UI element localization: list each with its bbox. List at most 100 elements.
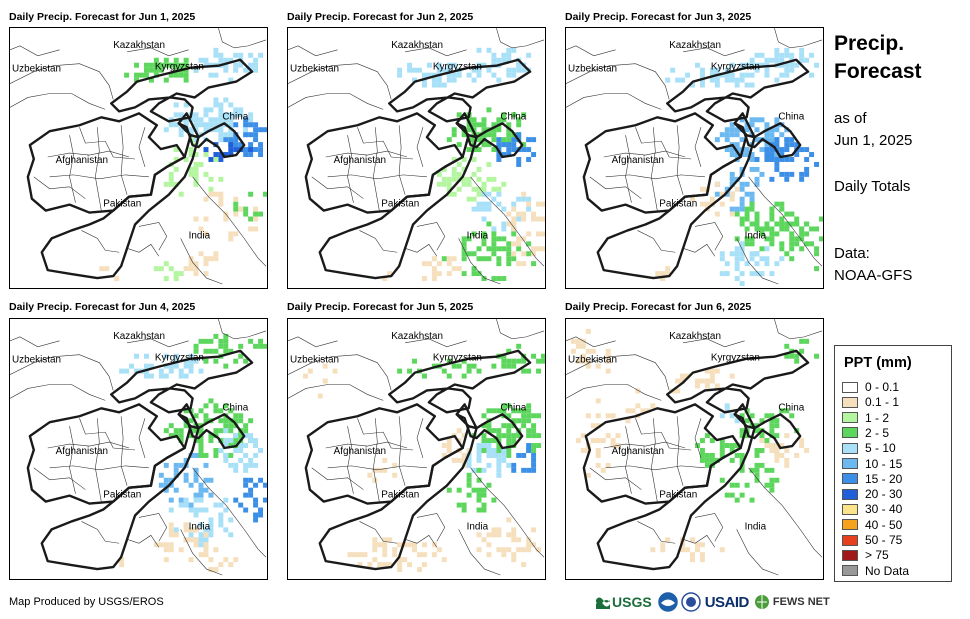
admin-boundary [127, 338, 189, 348]
legend-label: 50 - 75 [865, 533, 903, 547]
legend-label: 0 - 0.1 [865, 380, 900, 394]
admin-boundary [635, 418, 692, 451]
admin-boundary [416, 222, 446, 251]
panel-title-1: Daily Precip. Forecast for Jun 1, 2025 [9, 11, 196, 23]
country-outline [318, 403, 478, 571]
admin-boundary [566, 45, 616, 57]
map-panel-6: Kazakhstan Uzbekistan Kyrgyzstan China Afgha… [565, 318, 824, 580]
admin-boundary [357, 418, 414, 451]
label-uzbekistan: Uzbekistan [290, 64, 339, 75]
admin-boundary [676, 125, 684, 195]
precip-cells [119, 333, 267, 573]
admin-boundary [325, 441, 408, 449]
admin-boundary [218, 319, 267, 340]
legend-title: PPT (mm) [844, 355, 912, 371]
legend-row: 1 - 2 [842, 411, 889, 425]
admin-boundary [81, 521, 120, 544]
admin-boundary [651, 418, 658, 502]
label-kazakhstan: Kazakhstan [113, 331, 165, 342]
legend-row: 0 - 0.1 [842, 380, 899, 394]
precip-map: Kazakhstan Uzbekistan Kyrgyzstan China Afgha… [10, 28, 267, 285]
legend-label: 5 - 10 [865, 441, 896, 456]
label-afghanistan: Afghanistan [334, 155, 386, 166]
map-panel-1: Kazakhstan Uzbekistan Kyrgyzstan China Afgha… [9, 27, 268, 289]
admin-boundary [566, 336, 616, 348]
label-pakistan: Pakistan [103, 199, 141, 210]
admin-boundary [126, 243, 160, 257]
legend-swatch [842, 458, 858, 469]
country-outline [318, 112, 478, 280]
legend-row: 2 - 5 [842, 426, 889, 440]
label-kazakhstan: Kazakhstan [669, 40, 721, 51]
label-kyrgyzstan: Kyrgyzstan [433, 62, 482, 73]
legend-swatch [842, 412, 858, 424]
admin-boundary [682, 534, 716, 548]
admin-boundary [359, 521, 398, 544]
legend-label: 1 - 2 [865, 410, 890, 425]
admin-boundary [288, 336, 338, 348]
admin-boundary [95, 127, 102, 211]
admin-boundary [589, 176, 642, 199]
admin-boundary [404, 534, 438, 548]
label-china: China [500, 111, 526, 122]
admin-boundary [458, 238, 501, 285]
label-pakistan: Pakistan [659, 490, 697, 501]
legend-row: 15 - 20 [842, 472, 902, 486]
legend-swatch [842, 549, 858, 561]
admin-boundary [327, 465, 427, 471]
label-uzbekistan: Uzbekistan [568, 355, 617, 366]
legend-swatch [842, 381, 858, 393]
label-china: China [222, 402, 248, 413]
admin-boundary [589, 467, 642, 490]
country-outline [455, 122, 524, 159]
admin-boundary [635, 127, 692, 160]
forecast-title: Precip. Forecast [834, 32, 922, 83]
legend-row: 10 - 15 [842, 457, 902, 471]
admin-boundary [566, 354, 670, 391]
as-of-text: as of Jun 1, 2025 [834, 110, 913, 149]
legend-swatch [842, 396, 858, 408]
label-india: India [745, 230, 767, 241]
label-pakistan: Pakistan [659, 199, 697, 210]
admin-boundary [138, 127, 146, 168]
admin-boundary [566, 93, 662, 110]
label-kazakhstan: Kazakhstan [669, 331, 721, 342]
panel-title-6: Daily Precip. Forecast for Jun 6, 2025 [565, 301, 752, 313]
data-source-text: Data: NOAA-GFS [834, 245, 913, 284]
admin-boundary [126, 534, 160, 548]
admin-boundary [10, 384, 106, 401]
admin-boundary [288, 63, 392, 100]
admin-boundary [180, 529, 223, 576]
admin-boundary [405, 338, 467, 348]
precip-map: Kazakhstan Uzbekistan Kyrgyzstan China Afgha… [288, 319, 545, 576]
admin-boundary [10, 336, 60, 348]
country-outline [40, 112, 200, 280]
label-kyrgyzstan: Kyrgyzstan [433, 353, 482, 364]
country-outline [596, 112, 756, 280]
precip-map: Kazakhstan Uzbekistan Kyrgyzstan China Afgha… [10, 319, 267, 576]
admin-boundary [120, 416, 128, 486]
fewsnet-logo: FEWS NET [772, 596, 830, 608]
admin-boundary [373, 418, 380, 502]
label-india: India [745, 521, 767, 532]
admin-boundary [180, 238, 223, 285]
country-outline [666, 349, 810, 414]
admin-boundary [774, 319, 823, 340]
admin-boundary [311, 467, 364, 490]
admin-boundary [470, 176, 545, 267]
legend-label: 20 - 30 [865, 487, 903, 502]
admin-boundary [458, 529, 501, 576]
usgs-logo: USGS [596, 594, 652, 610]
country-outline [388, 58, 532, 123]
admin-boundary [694, 127, 702, 168]
legend-row: 5 - 10 [842, 441, 896, 455]
label-india: India [467, 521, 489, 532]
country-outline [666, 58, 810, 123]
country-outline [110, 58, 254, 123]
panel-title-2: Daily Precip. Forecast for Jun 2, 2025 [287, 11, 474, 23]
admin-boundary [357, 127, 414, 160]
admin-boundary [676, 416, 684, 486]
label-afghanistan: Afghanistan [612, 155, 664, 166]
admin-boundary [774, 28, 823, 49]
